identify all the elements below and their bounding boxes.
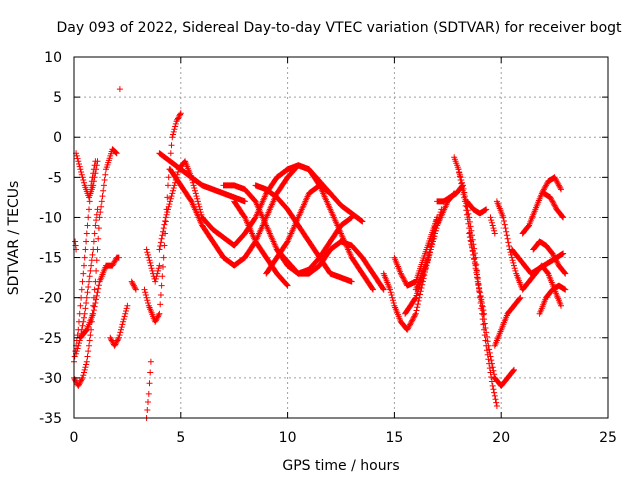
series-s35 <box>519 174 564 237</box>
series-s26 <box>434 182 466 205</box>
series-s14 <box>156 150 248 205</box>
data-point-markers <box>464 198 490 217</box>
data-point-markers <box>128 278 139 293</box>
data-point-markers <box>107 302 131 349</box>
y-tick-label: -20 <box>39 291 62 307</box>
series-s12 <box>143 246 163 285</box>
grid-lines <box>74 57 608 418</box>
data-point-markers <box>156 150 248 205</box>
series-s30 <box>466 230 517 389</box>
data-point-markers <box>519 174 564 237</box>
data-point-markers <box>434 182 466 205</box>
data-point-markers <box>273 214 355 277</box>
data-point-markers <box>466 230 517 389</box>
series-s21 <box>273 214 355 277</box>
data-point-markers <box>77 206 101 341</box>
data-point-markers <box>540 190 567 221</box>
data-point-markers <box>116 86 123 93</box>
y-tick-label: -10 <box>39 210 62 226</box>
series-s36 <box>530 238 569 277</box>
data-point-markers <box>487 214 498 237</box>
series-s18 <box>231 198 291 289</box>
data-point-markers <box>143 246 163 285</box>
x-tick-label: 15 <box>385 430 403 446</box>
series-s29 <box>464 198 490 217</box>
x-tick-label: 10 <box>279 430 297 446</box>
y-tick-label: -5 <box>48 170 62 186</box>
series-s11 <box>141 110 184 325</box>
series-s8 <box>128 278 139 293</box>
series-s6 <box>72 238 80 253</box>
data-point-markers <box>231 198 291 289</box>
y-axis-ticks: 10 5 0 -5 -10 -15 -20 -25 -30 -35 <box>39 50 608 427</box>
series-s37 <box>536 282 569 317</box>
y-tick-label: 0 <box>53 130 62 146</box>
series-s38 <box>540 190 567 221</box>
chart-title: Day 093 of 2022, Sidereal Day-to-day VTE… <box>56 20 622 36</box>
series-s31 <box>487 214 498 237</box>
series-s25 <box>412 206 445 293</box>
data-point-markers <box>530 238 569 277</box>
data-point-markers <box>536 282 569 317</box>
series-s7 <box>107 302 131 349</box>
series-s5 <box>77 206 101 341</box>
y-tick-label: 5 <box>53 90 62 106</box>
data-point-markers <box>73 150 101 201</box>
y-tick-label: -25 <box>39 331 62 347</box>
x-tick-label: 0 <box>70 430 79 446</box>
series-s9 <box>116 86 123 93</box>
x-axis-label: GPS time / hours <box>282 458 399 474</box>
series-s3 <box>73 150 101 201</box>
x-tick-label: 25 <box>599 430 617 446</box>
x-axis-ticks: 0 5 10 15 20 25 <box>70 57 617 446</box>
data-point-markers <box>141 110 184 325</box>
series-s32 <box>491 294 524 349</box>
x-tick-label: 20 <box>492 430 510 446</box>
data-point-markers <box>72 238 80 253</box>
data-point-markers <box>491 294 524 349</box>
y-tick-label: -30 <box>39 371 62 387</box>
y-tick-label: -15 <box>39 251 62 267</box>
y-tick-label: 10 <box>44 50 62 66</box>
y-tick-label: -35 <box>39 411 62 427</box>
x-tick-label: 5 <box>176 430 185 446</box>
y-axis-label: SDTVAR / TECUs <box>6 181 22 296</box>
plot-frame <box>73 56 609 419</box>
data-point-markers <box>412 206 445 293</box>
